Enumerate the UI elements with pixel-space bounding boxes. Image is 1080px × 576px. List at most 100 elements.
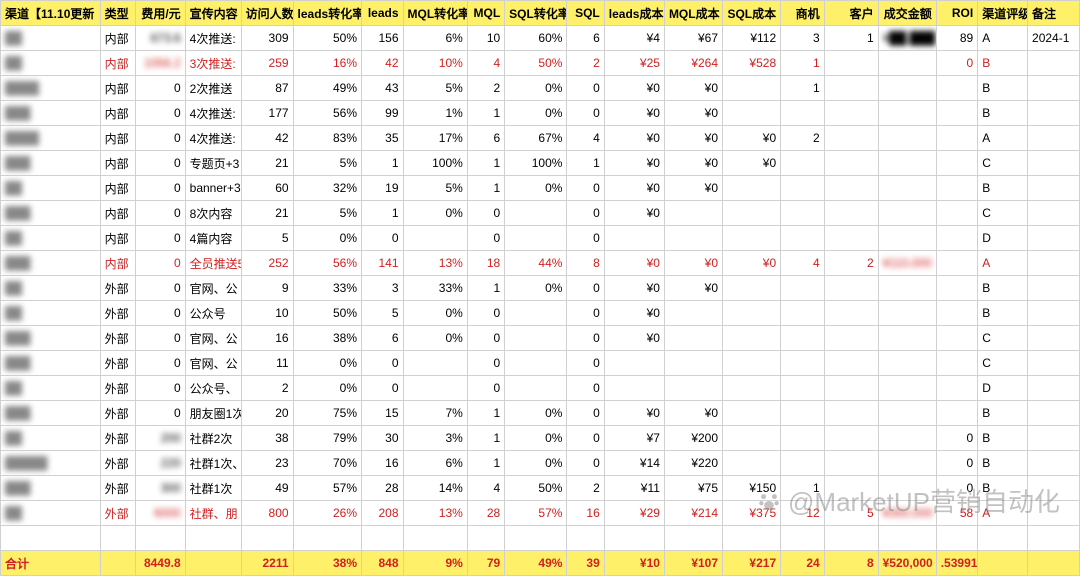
cell-leads[interactable]: 141 <box>362 251 404 276</box>
cell-visits[interactable]: 42 <box>241 126 293 151</box>
cell-mql_cost[interactable]: ¥0 <box>664 76 722 101</box>
cell-mql_cost[interactable]: ¥264 <box>664 51 722 76</box>
cell-mql[interactable]: 18 <box>467 251 504 276</box>
cell-cust[interactable] <box>824 151 878 176</box>
cell-sql_cost[interactable] <box>723 326 781 351</box>
cell-roi[interactable]: 0 <box>936 426 978 451</box>
col-header-remark[interactable]: 备注 <box>1028 1 1080 26</box>
cell-grade[interactable]: C <box>978 151 1028 176</box>
cell-cost[interactable]: 0 <box>135 126 185 151</box>
cell-cust[interactable] <box>824 351 878 376</box>
cell-visits[interactable]: 21 <box>241 201 293 226</box>
cell-leads[interactable]: 42 <box>362 51 404 76</box>
cell-cust[interactable] <box>824 401 878 426</box>
col-header-sql_cvr[interactable]: SQL转化率 <box>505 1 567 26</box>
cell-leads[interactable]: 848 <box>362 551 404 576</box>
cell-mql_cost[interactable]: ¥0 <box>664 176 722 201</box>
cell-leads[interactable]: 3 <box>362 276 404 301</box>
cell-mql_cost[interactable] <box>664 326 722 351</box>
cell-opp[interactable]: 2 <box>781 126 825 151</box>
cell-visits[interactable]: 5 <box>241 226 293 251</box>
cell-cost[interactable]: 0 <box>135 226 185 251</box>
cell-leads_cost[interactable]: ¥0 <box>604 151 664 176</box>
cell-cust[interactable]: 2 <box>824 251 878 276</box>
cell-mql[interactable]: 79 <box>467 551 504 576</box>
cell-sql_cost[interactable] <box>723 176 781 201</box>
cell-remark[interactable] <box>1028 276 1080 301</box>
cell-sql_cost[interactable]: ¥528 <box>723 51 781 76</box>
cell-mql[interactable]: 1 <box>467 276 504 301</box>
cell-leads[interactable]: 15 <box>362 401 404 426</box>
col-header-mql_cvr[interactable]: MQL转化率 <box>403 1 467 26</box>
cell-roi[interactable] <box>936 376 978 401</box>
cell-grade[interactable]: A <box>978 501 1028 526</box>
cell-mql[interactable]: 1 <box>467 426 504 451</box>
cell-cust[interactable] <box>824 301 878 326</box>
cell-type[interactable]: 外部 <box>100 351 135 376</box>
cell-cust[interactable] <box>824 476 878 501</box>
cell-roi[interactable]: 58 <box>936 501 978 526</box>
cell-type[interactable]: 外部 <box>100 426 135 451</box>
cell-leads_cvr[interactable]: 0% <box>293 226 361 251</box>
cell-leads_cost[interactable]: ¥11 <box>604 476 664 501</box>
cell-mql_cvr[interactable]: 5% <box>403 176 467 201</box>
cell-content[interactable] <box>185 551 241 576</box>
cell-remark[interactable] <box>1028 426 1080 451</box>
cell-leads_cost[interactable]: ¥0 <box>604 126 664 151</box>
cell-mql_cvr[interactable]: 1% <box>403 101 467 126</box>
cell-roi[interactable]: 0 <box>936 476 978 501</box>
cell-sql_cost[interactable] <box>723 301 781 326</box>
cell-leads_cvr[interactable]: 79% <box>293 426 361 451</box>
cell-grade[interactable]: A <box>978 251 1028 276</box>
cell-type[interactable]: 外部 <box>100 401 135 426</box>
cell-leads_cost[interactable]: ¥0 <box>604 326 664 351</box>
cell-opp[interactable] <box>781 451 825 476</box>
cell-leads_cost[interactable]: ¥29 <box>604 501 664 526</box>
cell-visits[interactable]: 259 <box>241 51 293 76</box>
cell-cust[interactable] <box>824 51 878 76</box>
cell-roi[interactable] <box>936 101 978 126</box>
cell-deal[interactable] <box>878 351 936 376</box>
cell-opp[interactable] <box>781 101 825 126</box>
cell-deal[interactable] <box>878 201 936 226</box>
cell-channel[interactable]: ███ <box>1 151 101 176</box>
cell-leads_cost[interactable]: ¥25 <box>604 51 664 76</box>
cell-sql_cost[interactable]: ¥0 <box>723 126 781 151</box>
cell-leads[interactable]: 43 <box>362 76 404 101</box>
cell-mql_cost[interactable]: ¥0 <box>664 251 722 276</box>
cell-mql_cvr[interactable]: 33% <box>403 276 467 301</box>
cell-sql[interactable]: 0 <box>567 426 604 451</box>
cell-opp[interactable] <box>781 301 825 326</box>
cell-mql_cvr[interactable]: 6% <box>403 26 467 51</box>
cell-cost[interactable]: 0 <box>135 326 185 351</box>
cell-leads_cost[interactable]: ¥0 <box>604 76 664 101</box>
col-header-channel[interactable]: 渠道【11.10更新 <box>1 1 101 26</box>
cell-content[interactable]: 官网、公 <box>185 276 241 301</box>
cell-sql[interactable]: 16 <box>567 501 604 526</box>
cell-sql[interactable]: 0 <box>567 451 604 476</box>
cell-content[interactable]: 4次推送: <box>185 26 241 51</box>
cell-type[interactable]: 内部 <box>100 176 135 201</box>
cell-roi[interactable] <box>936 201 978 226</box>
cell-remark[interactable] <box>1028 151 1080 176</box>
cell-sql[interactable]: 1 <box>567 151 604 176</box>
cell-cost[interactable]: 0 <box>135 251 185 276</box>
cell-channel[interactable]: ██ <box>1 301 101 326</box>
cell-sql_cost[interactable] <box>723 376 781 401</box>
table-row[interactable]: ████内部02次推送8749%435%20%0¥0¥01B <box>1 76 1080 101</box>
cell-leads_cost[interactable]: ¥0 <box>604 401 664 426</box>
cell-deal[interactable] <box>878 176 936 201</box>
cell-visits[interactable]: 11 <box>241 351 293 376</box>
cell-content[interactable]: 社群1次 <box>185 476 241 501</box>
cell-grade[interactable]: B <box>978 401 1028 426</box>
cell-mql_cvr[interactable]: 14% <box>403 476 467 501</box>
col-header-opp[interactable]: 商机 <box>781 1 825 26</box>
cell-channel[interactable]: ███ <box>1 251 101 276</box>
cell-leads[interactable]: 30 <box>362 426 404 451</box>
cell-mql_cost[interactable]: ¥67 <box>664 26 722 51</box>
cell-visits[interactable]: 252 <box>241 251 293 276</box>
cell-channel[interactable]: ███ <box>1 401 101 426</box>
cell-leads[interactable]: 156 <box>362 26 404 51</box>
cell-cost[interactable]: 220 <box>135 451 185 476</box>
cell-leads_cvr[interactable]: 38% <box>293 326 361 351</box>
